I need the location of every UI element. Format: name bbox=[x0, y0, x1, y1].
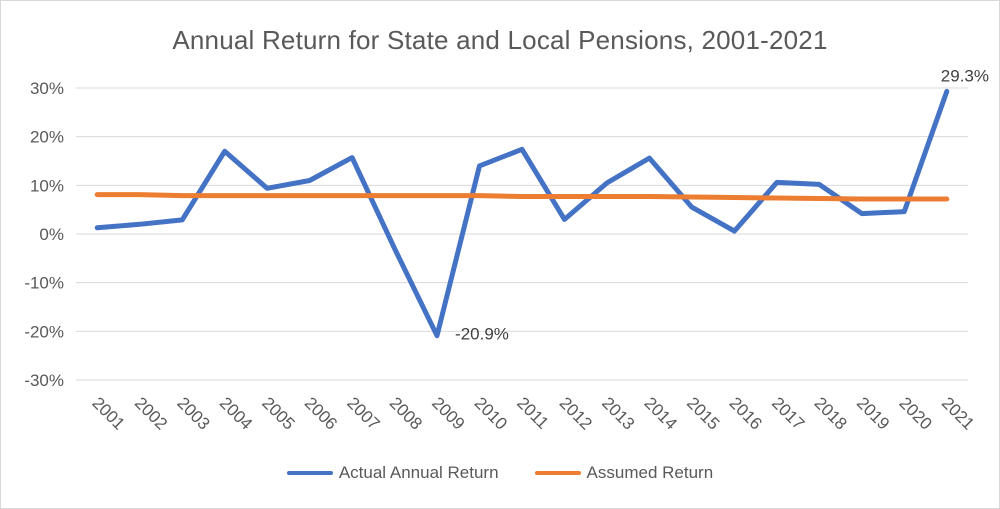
y-tick-label: 30% bbox=[30, 79, 64, 98]
series-line-actual-annual-return bbox=[94, 88, 950, 339]
x-tick-label: 2021 bbox=[938, 393, 978, 433]
legend-label-assumed: Assumed Return bbox=[586, 463, 714, 482]
data-labels: 29.3% -20.9% bbox=[455, 66, 989, 343]
y-tick-label: 20% bbox=[30, 128, 64, 147]
legend-swatch-assumed bbox=[534, 471, 581, 475]
y-tick-label: -30% bbox=[24, 371, 64, 390]
x-tick-label: 2018 bbox=[811, 393, 851, 433]
x-tick-label: 2013 bbox=[598, 393, 638, 433]
x-tick-label: 2009 bbox=[428, 393, 468, 433]
x-tick-label: 2004 bbox=[216, 393, 256, 433]
legend-item-actual: Actual Annual Return bbox=[286, 463, 499, 483]
gridlines bbox=[76, 87, 968, 381]
x-tick-label: 2016 bbox=[726, 393, 766, 433]
x-tick-label: 2011 bbox=[513, 393, 552, 432]
x-tick-label: 2006 bbox=[301, 393, 341, 433]
x-tick-label: 2017 bbox=[768, 393, 808, 433]
x-tick-label: 2008 bbox=[386, 393, 426, 433]
y-tick-label: -20% bbox=[24, 322, 64, 341]
legend-swatch-actual bbox=[286, 471, 333, 475]
y-axis-tick-labels: -30% -20% -10% 0% 10% 20% 30% bbox=[24, 79, 64, 390]
x-tick-label: 2001 bbox=[88, 393, 128, 433]
x-tick-label: 2002 bbox=[131, 393, 171, 433]
line-chart: -30% -20% -10% 0% 10% 20% 30% 2001 2002 2003 2004… bbox=[24, 66, 989, 433]
legend-item-assumed: Assumed Return bbox=[534, 463, 714, 483]
y-tick-label: 10% bbox=[30, 176, 64, 195]
series-line-assumed-return bbox=[94, 192, 950, 202]
x-tick-label: 2014 bbox=[641, 393, 681, 433]
x-tick-label: 2005 bbox=[258, 393, 298, 433]
series-lines bbox=[94, 88, 950, 339]
legend: Actual Annual Return Assumed Return bbox=[1, 463, 999, 483]
legend-label-actual: Actual Annual Return bbox=[338, 463, 499, 482]
y-tick-label: 0% bbox=[39, 225, 64, 244]
x-tick-label: 2007 bbox=[343, 393, 383, 433]
x-tick-label: 2012 bbox=[556, 393, 596, 433]
data-label: -20.9% bbox=[455, 325, 509, 344]
y-tick-label: -10% bbox=[24, 274, 64, 293]
x-tick-label: 2003 bbox=[173, 393, 213, 433]
chart-title: Annual Return for State and Local Pensio… bbox=[172, 25, 828, 55]
x-tick-label: 2010 bbox=[471, 393, 511, 433]
x-tick-label: 2015 bbox=[683, 393, 723, 433]
x-axis-tick-labels: 2001 2002 2003 2004 2005 2006 2007 2008 2009 2010… bbox=[88, 393, 978, 433]
x-tick-label: 2019 bbox=[853, 393, 893, 433]
data-label: 29.3% bbox=[941, 66, 989, 85]
x-tick-label: 2020 bbox=[895, 393, 935, 433]
